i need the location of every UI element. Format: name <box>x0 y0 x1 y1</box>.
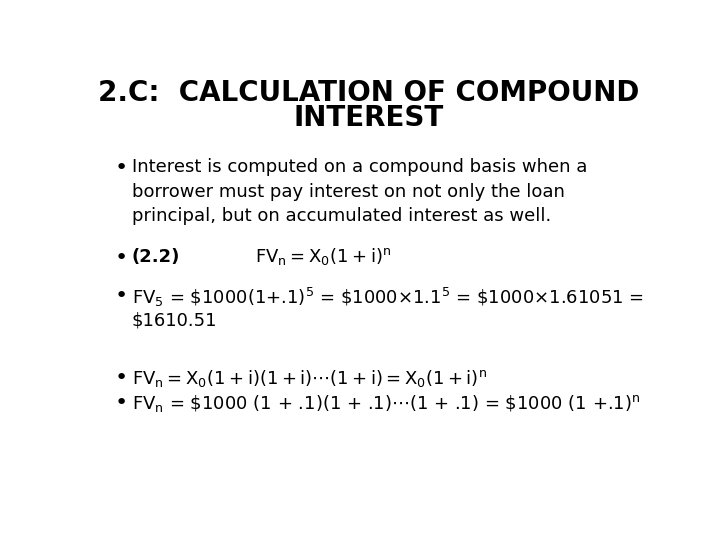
Text: •: • <box>115 368 128 388</box>
Text: •: • <box>115 248 128 268</box>
Text: •: • <box>115 158 128 178</box>
Text: •: • <box>115 393 128 413</box>
Text: $\mathregular{FV_n}$ = \$1000 (1 + .1)(1 + .1)$\mathregular{\cdots}$(1 + .1) = \: $\mathregular{FV_n}$ = \$1000 (1 + .1)(1… <box>132 393 640 414</box>
Text: $\mathregular{FV_5}$ = \$1000(1+.1)$\mathregular{^5}$ = \$1000×1.1$\mathregular{: $\mathregular{FV_5}$ = \$1000(1+.1)$\mat… <box>132 286 644 309</box>
Text: INTEREST: INTEREST <box>294 104 444 132</box>
Text: \$1610.51: \$1610.51 <box>132 312 217 330</box>
Text: •: • <box>115 286 128 306</box>
Text: 2.C:  CALCULATION OF COMPOUND: 2.C: CALCULATION OF COMPOUND <box>99 79 639 107</box>
Text: $\mathregular{FV_n = X_0(1+i)(1+i)\cdots(1+i) = X_0(1+i)^n}$: $\mathregular{FV_n = X_0(1+i)(1+i)\cdots… <box>132 368 487 388</box>
Text: Interest is computed on a compound basis when a
borrower must pay interest on no: Interest is computed on a compound basis… <box>132 158 588 225</box>
Text: (2.2): (2.2) <box>132 248 180 266</box>
Text: $\mathregular{FV_n = X_0(1 + i)^n}$: $\mathregular{FV_n = X_0(1 + i)^n}$ <box>255 246 391 267</box>
